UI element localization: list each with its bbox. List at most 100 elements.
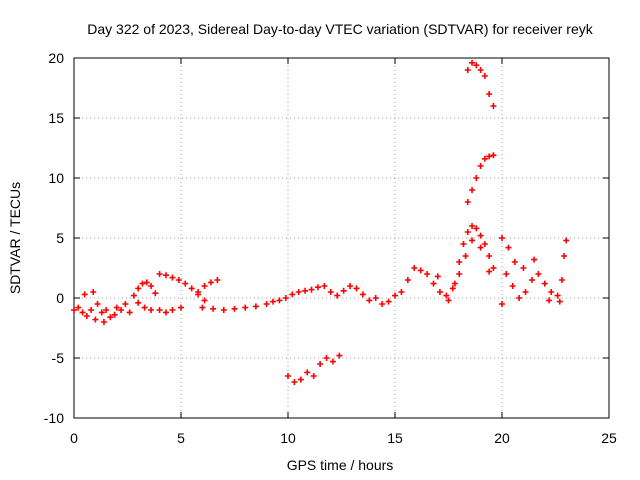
data-point xyxy=(516,295,523,301)
data-point xyxy=(481,73,488,79)
data-point xyxy=(308,286,315,293)
data-point xyxy=(486,153,493,160)
data-point xyxy=(563,237,570,244)
data-point xyxy=(252,303,259,310)
data-point xyxy=(297,376,304,383)
data-point xyxy=(122,301,129,307)
data-point xyxy=(152,290,159,297)
data-point xyxy=(141,304,148,311)
data-point xyxy=(178,304,184,311)
data-point xyxy=(321,283,328,289)
data-point xyxy=(499,301,505,307)
data-point xyxy=(464,67,471,73)
data-point xyxy=(469,223,476,229)
data-point xyxy=(195,289,202,295)
data-point xyxy=(531,256,538,263)
data-point xyxy=(392,292,398,299)
data-point xyxy=(295,289,302,295)
data-point xyxy=(71,307,77,313)
data-point xyxy=(113,304,120,311)
data-point xyxy=(100,319,107,325)
data-point xyxy=(310,373,317,379)
data-point xyxy=(464,229,471,235)
data-point xyxy=(473,175,480,181)
data-point xyxy=(424,271,431,277)
data-point xyxy=(214,277,221,283)
data-point xyxy=(449,285,456,292)
data-point xyxy=(94,301,101,307)
data-point xyxy=(135,285,142,292)
data-point xyxy=(83,313,90,319)
data-point xyxy=(207,279,214,286)
y-tick-label: 20 xyxy=(48,50,64,66)
data-point xyxy=(126,309,133,316)
data-point xyxy=(456,259,463,265)
data-series xyxy=(71,59,570,385)
data-point xyxy=(486,268,493,275)
data-point xyxy=(135,299,142,306)
x-axis-label: GPS time / hours xyxy=(287,457,394,473)
data-point xyxy=(520,265,527,271)
data-point xyxy=(201,283,208,289)
data-point xyxy=(201,297,208,304)
data-point xyxy=(481,241,488,247)
data-point xyxy=(107,314,114,321)
data-point xyxy=(336,352,343,359)
data-point xyxy=(340,287,347,294)
data-point xyxy=(490,152,497,159)
data-point xyxy=(462,253,469,259)
data-point xyxy=(242,304,249,311)
data-point xyxy=(130,292,137,299)
data-point xyxy=(554,292,561,299)
data-point xyxy=(282,295,289,301)
data-point xyxy=(445,297,452,304)
data-point xyxy=(148,283,155,289)
data-point xyxy=(263,301,270,307)
data-point xyxy=(548,289,555,295)
data-point xyxy=(323,355,330,361)
data-point xyxy=(490,103,497,109)
data-point xyxy=(143,279,150,286)
y-tick-label: 10 xyxy=(48,170,64,186)
x-tick-label: 20 xyxy=(494,430,510,446)
data-point xyxy=(469,187,476,193)
data-point xyxy=(522,289,529,295)
data-point xyxy=(314,284,321,291)
data-point xyxy=(163,272,170,279)
y-tick-label: -5 xyxy=(52,350,65,366)
x-tick-label: 25 xyxy=(601,430,617,446)
data-point xyxy=(558,277,565,283)
data-point xyxy=(169,274,176,281)
data-point xyxy=(327,289,334,295)
data-point xyxy=(347,283,354,289)
y-tick-label: 0 xyxy=(56,290,64,306)
data-point xyxy=(220,307,227,313)
data-point xyxy=(505,244,512,251)
data-point xyxy=(430,280,437,287)
data-point xyxy=(210,305,217,312)
data-point xyxy=(270,298,277,305)
data-point xyxy=(175,277,182,283)
data-point xyxy=(503,271,510,277)
x-tick-label: 0 xyxy=(70,430,78,446)
data-point xyxy=(411,265,418,271)
data-point xyxy=(477,244,484,251)
data-point xyxy=(92,316,99,323)
data-point xyxy=(302,287,309,294)
data-point xyxy=(541,280,548,287)
y-axis-label: SDTVAR / TECUs xyxy=(7,182,23,294)
data-point xyxy=(98,309,105,316)
data-point xyxy=(81,291,88,298)
data-point xyxy=(90,289,97,295)
data-point xyxy=(490,265,497,271)
data-point xyxy=(477,163,484,169)
data-point xyxy=(156,307,163,313)
data-point xyxy=(334,292,341,299)
data-point xyxy=(148,307,155,313)
data-point xyxy=(285,373,291,379)
data-point xyxy=(353,285,360,292)
data-point xyxy=(75,304,82,311)
data-point xyxy=(473,225,480,232)
data-point xyxy=(417,267,424,274)
